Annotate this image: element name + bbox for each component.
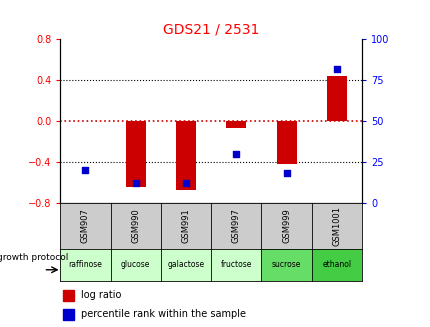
Point <box>232 151 239 156</box>
Text: sucrose: sucrose <box>271 260 301 269</box>
Text: GSM990: GSM990 <box>131 208 140 243</box>
Bar <box>63 290 74 301</box>
Text: fructose: fructose <box>220 260 252 269</box>
Title: GDS21 / 2531: GDS21 / 2531 <box>163 23 259 37</box>
Bar <box>126 121 145 187</box>
Point <box>283 171 289 176</box>
Bar <box>63 309 74 320</box>
Point <box>132 181 139 186</box>
Text: GSM999: GSM999 <box>282 208 290 243</box>
Text: glucose: glucose <box>121 260 150 269</box>
Point <box>82 167 89 173</box>
Text: GSM991: GSM991 <box>181 208 190 243</box>
Text: GSM907: GSM907 <box>81 208 90 243</box>
Bar <box>276 121 296 164</box>
Text: raffinose: raffinose <box>68 260 102 269</box>
Text: log ratio: log ratio <box>81 290 122 301</box>
Text: percentile rank within the sample: percentile rank within the sample <box>81 309 246 319</box>
Text: galactose: galactose <box>167 260 204 269</box>
Text: GSM1001: GSM1001 <box>332 206 341 246</box>
Text: ethanol: ethanol <box>322 260 350 269</box>
Bar <box>326 76 346 121</box>
Bar <box>175 121 196 190</box>
Point <box>182 181 189 186</box>
Point <box>333 66 340 71</box>
Bar <box>226 121 246 128</box>
Text: GSM997: GSM997 <box>231 208 240 243</box>
Text: growth protocol: growth protocol <box>0 253 69 262</box>
